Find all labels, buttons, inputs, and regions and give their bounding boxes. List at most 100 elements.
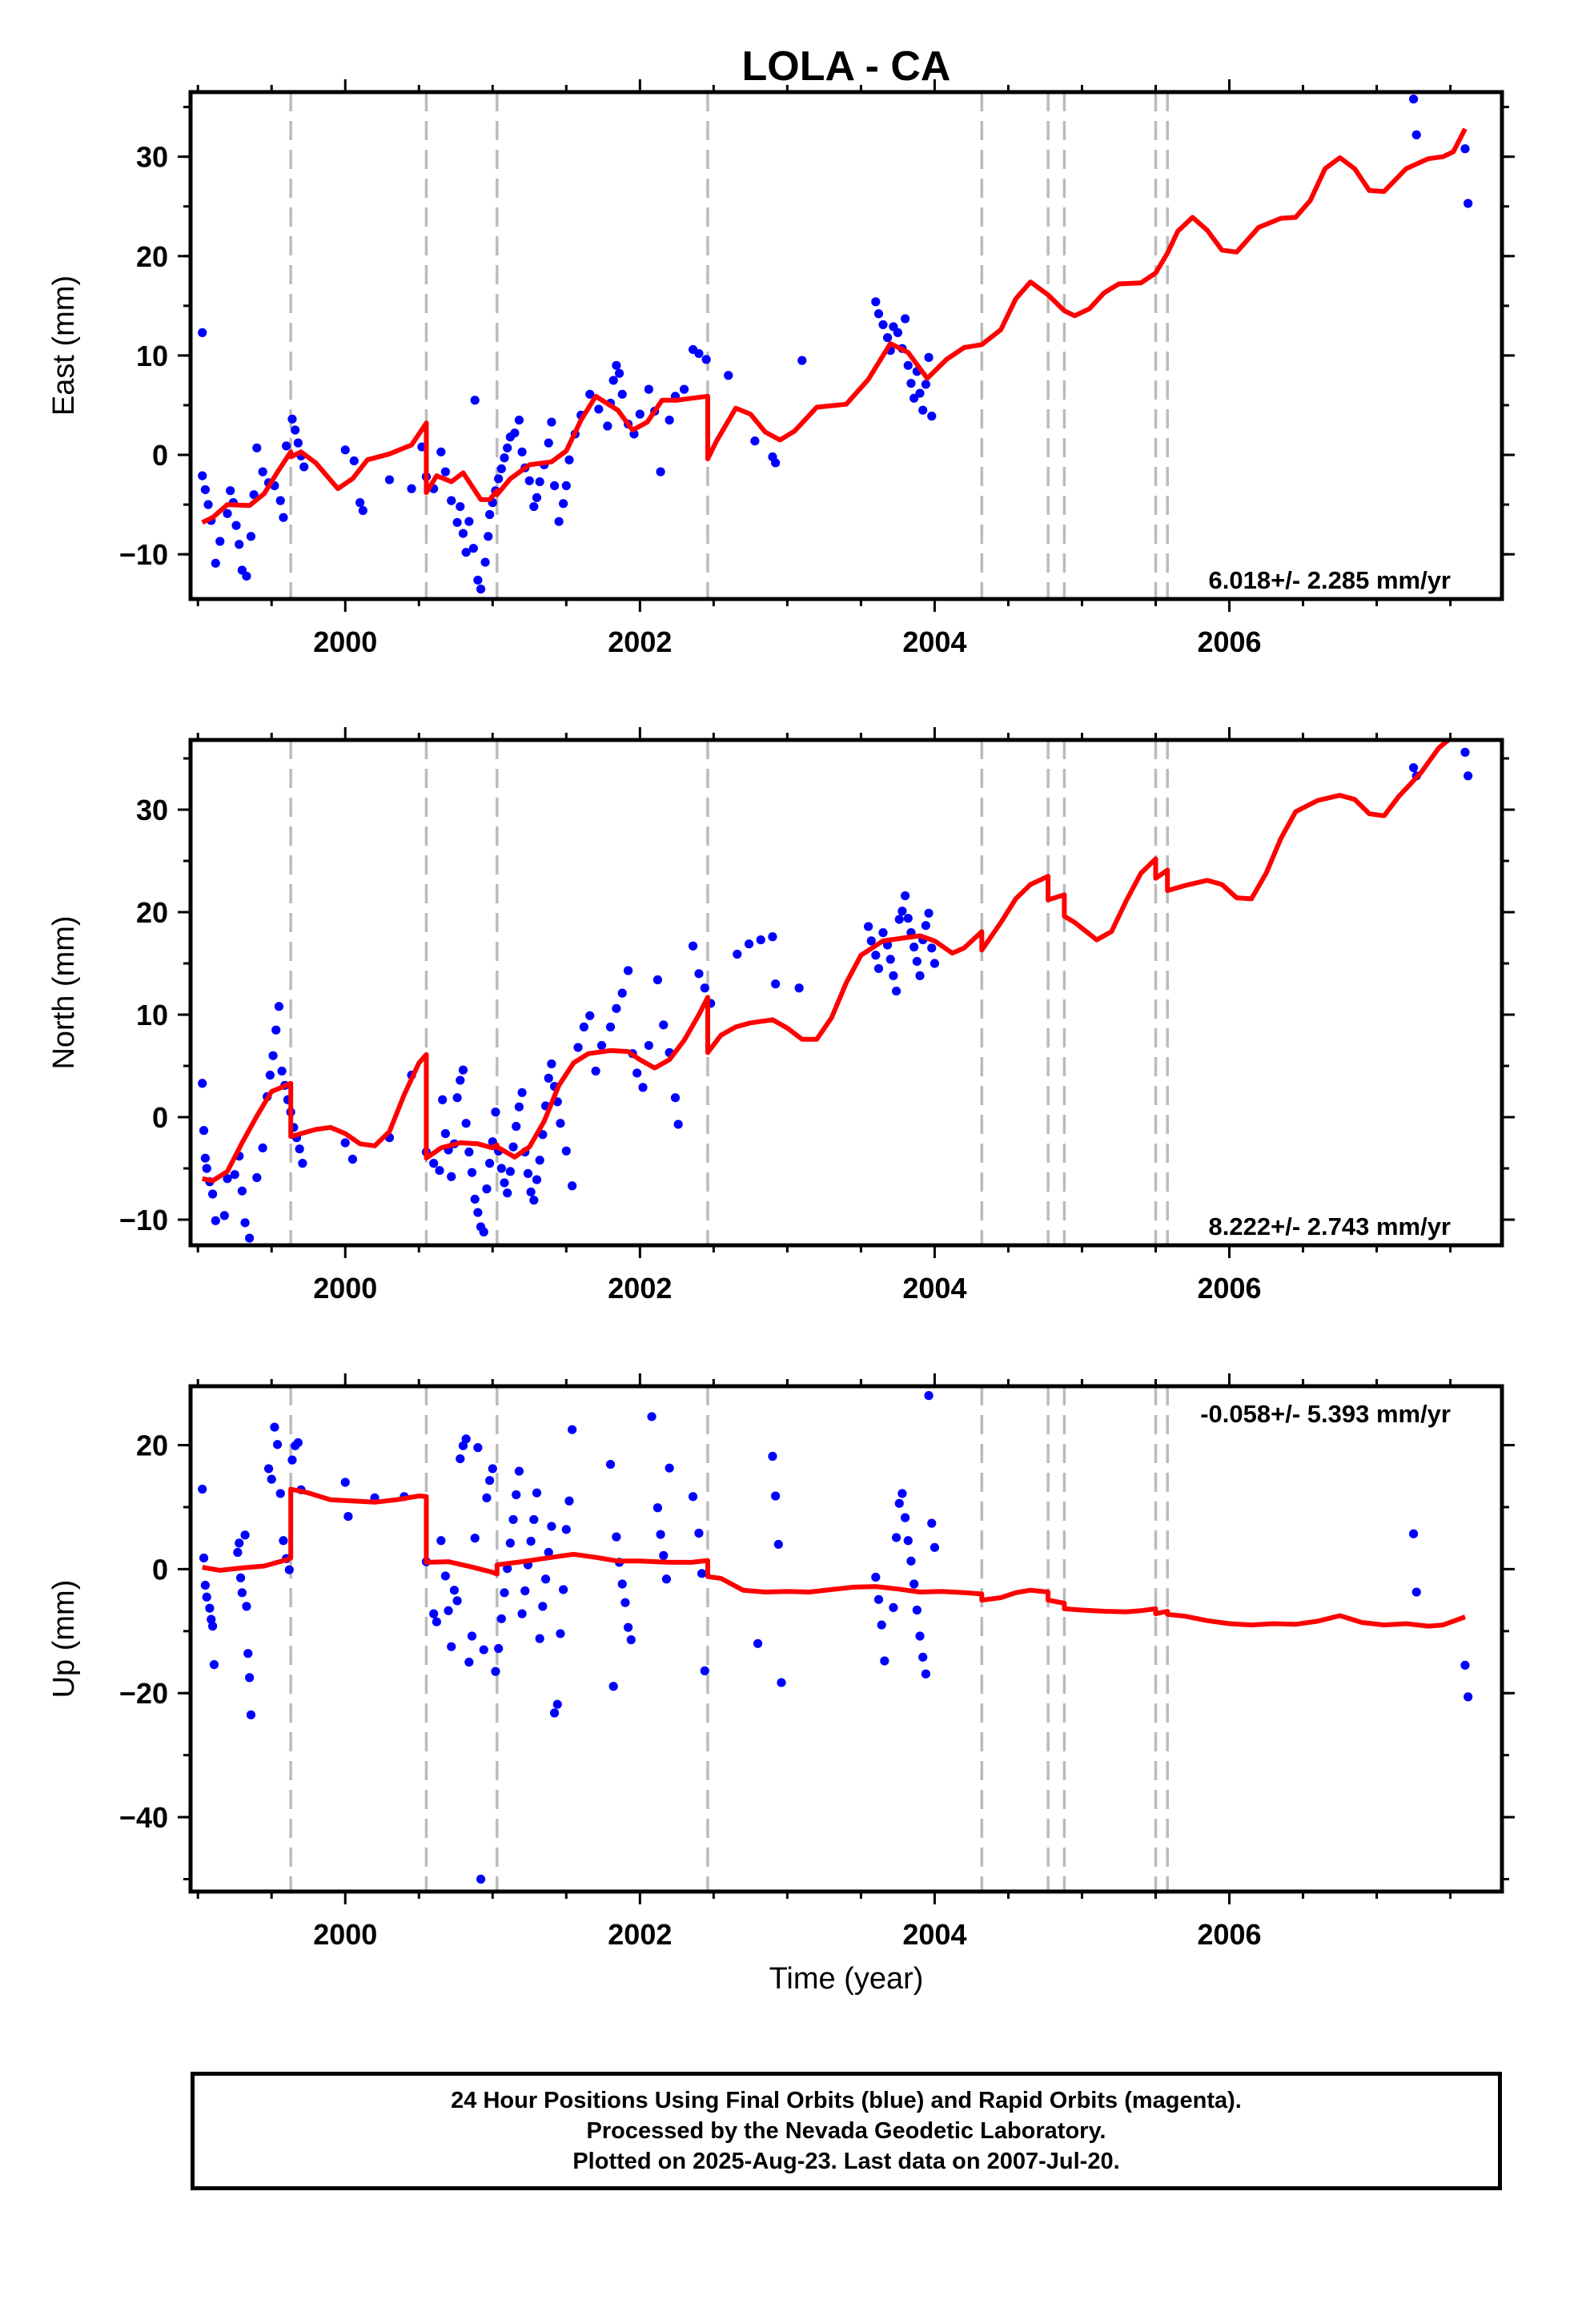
north-data-point [878,928,888,938]
up-data-point [903,1536,913,1546]
up-data-point [768,1451,777,1462]
up-data-point [605,1459,616,1470]
north-data-point [230,1170,239,1180]
east-data-point [771,458,781,468]
east-data-point [529,501,539,512]
up-data-point [529,1514,539,1525]
east-y-axis-label: East (mm) [47,275,81,416]
north-data-point [252,1172,262,1183]
north-data-point [517,1088,527,1097]
east-data-point [1464,199,1473,208]
north-data-point [523,1168,533,1179]
east-data-point [452,517,462,528]
up-data-point [568,1425,577,1434]
north-data-point [467,1168,477,1177]
up-data-point [1411,1587,1421,1597]
north-data-point [568,1181,577,1191]
north-data-point [591,1066,600,1076]
east-y-tick-label: −10 [119,538,168,571]
up-data-point [479,1645,488,1655]
east-y-tick-label: 10 [136,340,168,372]
north-data-point [505,1167,515,1176]
east-data-point [246,532,256,541]
east-data-point [1411,130,1421,139]
east-data-point [494,474,504,484]
north-y-tick-label: 10 [136,999,168,1031]
north-y-tick-label: 30 [136,794,168,826]
north-data-point [688,941,698,951]
north-data-point [461,1119,471,1128]
up-data-point [661,1574,672,1584]
north-data-point [871,951,881,960]
up-data-point [620,1598,630,1607]
east-data-point [924,352,934,362]
east-x-tick-label: 2006 [1197,625,1261,658]
up-data-point [652,1503,663,1513]
north-data-point [673,1120,683,1129]
up-data-point [777,1678,786,1687]
up-data-point [488,1464,497,1474]
east-y-tick-label: 0 [152,439,168,472]
up-data-point [915,1631,925,1641]
north-data-point [700,983,709,993]
up-data-point [209,1660,219,1670]
up-data-point [343,1511,353,1522]
east-data-point [903,360,913,370]
east-data-point [252,443,262,452]
north-y-tick-label: −10 [119,1204,168,1236]
up-data-point [889,1602,898,1613]
north-data-point [894,915,904,924]
east-data-point [235,540,244,549]
up-data-point [449,1586,460,1595]
east-data-point [484,532,493,541]
east-data-point [554,517,564,526]
east-data-point [665,415,674,425]
east-data-point [470,396,480,405]
up-data-point [514,1466,524,1476]
east-x-tick-label: 2004 [902,625,966,658]
up-data-point [512,1490,521,1500]
east-data-point [544,438,553,448]
up-data-point [436,1536,446,1546]
up-data-point [520,1586,530,1596]
east-data-point [559,499,568,509]
east-data-point [724,371,733,380]
north-data-point [771,979,781,989]
east-data-point [517,447,527,456]
north-y-tick-label: 0 [152,1101,168,1134]
east-data-point [282,441,291,451]
north-x-tick-label: 2002 [608,1272,672,1305]
north-data-point [435,1165,444,1176]
up-data-point [626,1635,636,1645]
up-data-point [456,1454,465,1464]
north-data-point [271,1025,281,1035]
up-data-point [461,1434,471,1444]
up-y-axis-label: Up (mm) [47,1580,81,1699]
north-data-point [219,1211,229,1220]
north-data-point [258,1143,267,1153]
east-data-point [293,438,303,448]
north-data-point [579,1022,589,1031]
north-data-point [694,969,704,979]
up-y-tick-label: 0 [152,1553,168,1586]
east-data-point [612,360,621,370]
up-data-point [688,1492,698,1502]
east-data-point [349,456,359,466]
north-data-point [211,1216,220,1225]
north-data-point [526,1187,536,1197]
north-data-point [298,1159,307,1168]
east-data-point [873,309,884,319]
east-data-point [901,314,910,324]
east-data-point [355,498,365,508]
up-data-point [432,1617,441,1626]
east-data-point [750,436,760,446]
north-data-point [873,963,884,974]
north-points [198,747,1473,1243]
east-data-point [918,405,928,415]
north-data-point [277,1066,287,1076]
north-data-point [644,1040,653,1051]
east-data-point [510,428,520,438]
up-data-point [901,1513,910,1522]
north-data-point [202,1164,211,1173]
north-data-point [473,1208,483,1217]
